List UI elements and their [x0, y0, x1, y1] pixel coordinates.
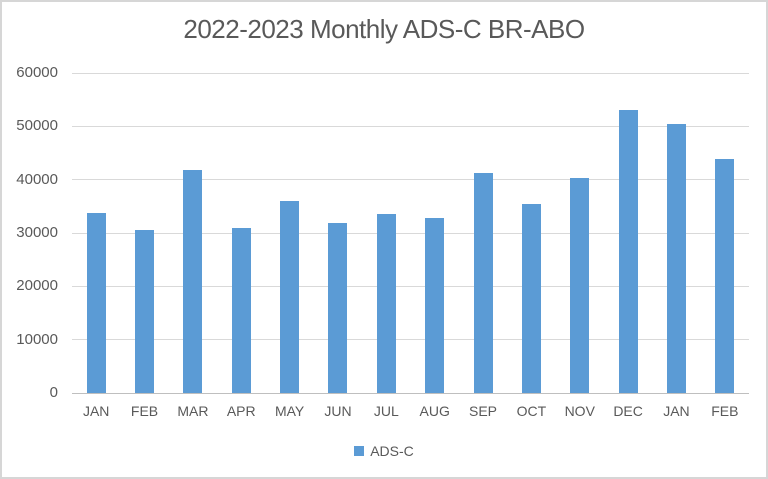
bar-jan-12: [666, 124, 686, 393]
y-tick-label-0: 0: [49, 384, 58, 401]
bar-apr-3: [231, 227, 251, 393]
x-tick-label-feb-13: FEB: [711, 403, 739, 419]
x-tick-label-jul-6: JUL: [373, 403, 399, 419]
plot-area: [72, 72, 749, 394]
gridline-60000: [72, 72, 749, 74]
bar-aug-7: [425, 217, 445, 393]
legend-swatch-icon: [354, 446, 365, 456]
bar-may-4: [280, 201, 300, 393]
y-tick-label-30000: 30000: [16, 224, 58, 241]
x-tick-label-jun-5: JUN: [324, 403, 352, 419]
bar-jan-0: [86, 212, 106, 393]
y-tick-label-50000: 50000: [16, 117, 58, 135]
bar-nov-10: [570, 177, 590, 393]
chart-title: 2022-2023 Monthly ADS-C BR-ABO: [183, 14, 585, 44]
gridline-30000: [72, 232, 749, 234]
legend: ADS-C: [2, 443, 766, 459]
bar-oct-9: [521, 204, 541, 393]
x-tick-label-jan-0: JAN: [82, 403, 110, 419]
gridline-10000: [72, 339, 749, 341]
y-tick-label-60000: 60000: [16, 64, 58, 81]
legend-label: ADS-C: [370, 443, 414, 459]
gridline-50000: [72, 125, 749, 127]
x-tick-label-oct-9: OCT: [516, 403, 547, 419]
gridline-20000: [72, 285, 749, 287]
bar-mar-2: [183, 169, 203, 393]
x-tick-label-sep-8: SEP: [469, 403, 498, 419]
x-tick-label-nov-10: NOV: [564, 403, 595, 419]
bar-sep-8: [473, 173, 493, 393]
x-tick-label-aug-7: AUG: [419, 403, 450, 419]
bar-dec-11: [618, 110, 638, 393]
bar-jun-5: [328, 223, 348, 393]
y-tick-label-10000: 10000: [16, 330, 58, 348]
x-axis-labels: JAN FEB MAR APR MAY JUN JUL AUG SEP OCT NOV DEC JAN F…: [72, 402, 749, 422]
gridline-40000: [72, 179, 749, 181]
x-tick-label-jan-12: JAN: [663, 403, 690, 419]
bar-jul-6: [376, 214, 396, 393]
bar-feb-1: [135, 229, 155, 393]
x-tick-label-apr-3: APR: [226, 403, 256, 419]
bar-feb-13: [715, 158, 735, 393]
y-axis-labels: 0 10000 20000 30000 40000 50000 60000: [2, 65, 58, 401]
y-tick-label-20000: 20000: [16, 277, 58, 295]
x-tick-label-may-4: MAY: [274, 403, 305, 419]
x-tick-label-dec-11: DEC: [613, 403, 643, 419]
x-tick-label-mar-2: MAR: [177, 403, 209, 419]
y-tick-label-40000: 40000: [16, 170, 58, 188]
x-tick-label-feb-1: FEB: [130, 403, 159, 419]
